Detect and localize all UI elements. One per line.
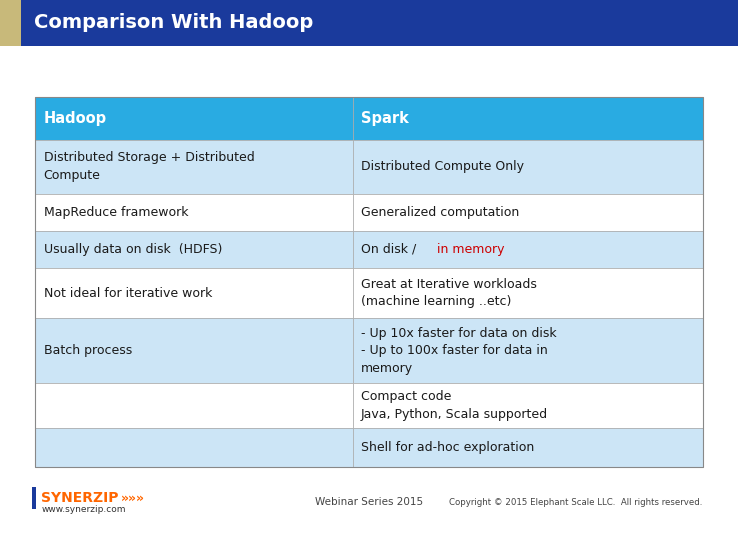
Bar (35, 140, 353, 194)
Text: Shell for ad-hoc exploration: Shell for ad-hoc exploration (361, 441, 534, 454)
Text: Great at Iterative workloads
(machine learning ..etc): Great at Iterative workloads (machine le… (361, 278, 537, 308)
Bar (353, 231, 703, 268)
Bar (35, 383, 353, 428)
Text: Distributed Storage + Distributed
Compute: Distributed Storage + Distributed Comput… (44, 151, 255, 182)
Text: On disk /: On disk / (361, 243, 420, 256)
Text: SYNERZIP: SYNERZIP (41, 491, 119, 505)
Text: Generalized computation: Generalized computation (361, 206, 519, 219)
Text: in memory: in memory (438, 243, 505, 256)
Bar (35, 268, 353, 318)
Text: Usually data on disk  (HDFS): Usually data on disk (HDFS) (44, 243, 222, 256)
Bar (353, 194, 703, 231)
Text: Batch process: Batch process (44, 345, 132, 357)
Bar (35, 428, 353, 467)
Text: - Up 10x faster for data on disk
- Up to 100x faster for data in
memory: - Up 10x faster for data on disk - Up to… (361, 327, 556, 375)
Bar (35, 194, 353, 231)
Bar (32, 487, 36, 509)
Text: Comparison With Hadoop: Comparison With Hadoop (34, 14, 313, 32)
Text: Compact code
Java, Python, Scala supported: Compact code Java, Python, Scala support… (361, 390, 548, 421)
Bar (35, 97, 703, 467)
Text: Hadoop: Hadoop (44, 111, 107, 126)
Bar (353, 383, 703, 428)
Bar (35, 97, 353, 140)
Bar (353, 268, 703, 318)
Bar (35, 318, 353, 383)
Text: MapReduce framework: MapReduce framework (44, 206, 188, 219)
Text: Webinar Series 2015: Webinar Series 2015 (315, 497, 423, 507)
Bar (0, 0, 21, 46)
Text: Distributed Compute Only: Distributed Compute Only (361, 160, 524, 173)
Text: www.synerzip.com: www.synerzip.com (41, 505, 125, 514)
Bar (353, 97, 703, 140)
Bar (353, 318, 703, 383)
Text: Copyright © 2015 Elephant Scale LLC.  All rights reserved.: Copyright © 2015 Elephant Scale LLC. All… (449, 498, 703, 507)
Bar (353, 140, 703, 194)
Bar (21, 0, 738, 46)
Text: »»»: »»» (121, 491, 145, 504)
Bar (35, 231, 353, 268)
Bar (353, 428, 703, 467)
Text: Not ideal for iterative work: Not ideal for iterative work (44, 287, 212, 300)
Text: Spark: Spark (361, 111, 409, 126)
